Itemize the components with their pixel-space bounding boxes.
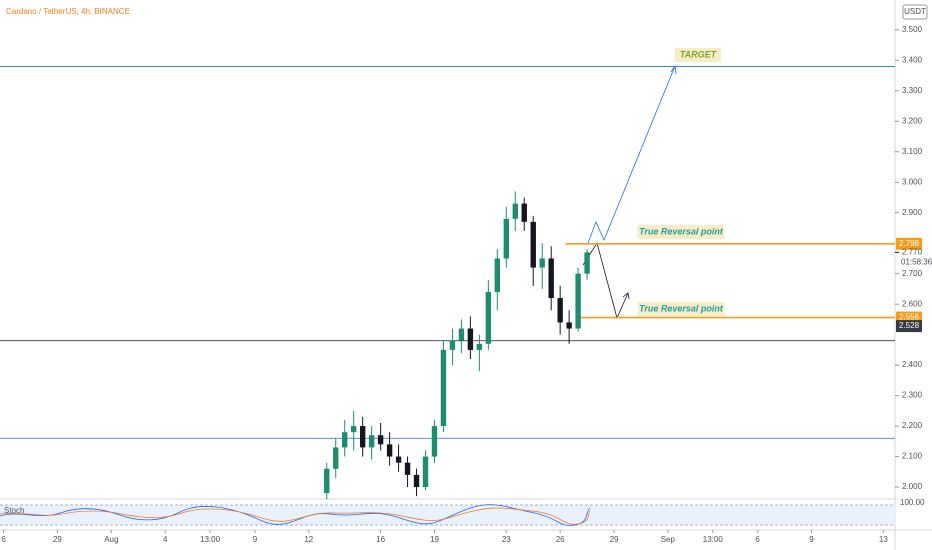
countdown: 01:58:36 — [901, 257, 932, 266]
price-label-box — [896, 320, 922, 333]
x-tick-label: 23 — [502, 535, 511, 544]
annotation: True Reversal point — [639, 303, 724, 313]
x-tick-label: 19 — [430, 535, 439, 544]
currency: USDT — [904, 7, 926, 16]
y-tick-label: 3.100 — [902, 147, 923, 156]
candle-body — [440, 349, 447, 427]
candle-body — [494, 258, 501, 292]
x-tick-label: 6 — [1, 535, 6, 544]
last-price: 2.770 — [902, 247, 923, 256]
oscillator-band — [0, 505, 895, 525]
candle-body — [368, 435, 375, 448]
x-tick-label: 12 — [304, 535, 313, 544]
candle-body — [512, 203, 518, 219]
price-label: 2.798 — [899, 239, 920, 248]
projection-path — [582, 242, 629, 320]
annotation: True Reversal point — [639, 226, 724, 236]
annotation: TARGET — [680, 49, 718, 59]
x-tick-label: 29 — [53, 535, 62, 544]
candle-body — [359, 426, 366, 448]
candle-body — [413, 474, 420, 488]
x-tick-label: Sep — [661, 535, 676, 544]
candle-body — [404, 462, 411, 475]
stoch-d — [0, 507, 591, 525]
price-label: 2.528 — [899, 321, 920, 330]
x-tick-label: 13 — [879, 535, 888, 544]
chart-title: Cardano / TetherUS, 4h, BINANCE — [6, 7, 130, 16]
x-tick-label: 9 — [809, 535, 814, 544]
candle-body — [395, 456, 402, 463]
x-tick-label: 13:00 — [200, 535, 221, 544]
price-label-box — [896, 237, 922, 250]
candle-body — [485, 291, 492, 344]
arrow-head — [622, 292, 630, 300]
x-tick-label: Aug — [104, 535, 118, 544]
candle-body — [342, 432, 348, 448]
x-tick-label: 4 — [163, 535, 168, 544]
price-label: 2.556 — [899, 313, 920, 322]
y-tick-label: 2.100 — [902, 452, 923, 461]
candle-body — [539, 258, 545, 268]
y-tick-label: 2.000 — [902, 482, 923, 491]
candle-body — [566, 322, 572, 329]
candle-body — [377, 435, 384, 445]
candle-body — [350, 426, 357, 433]
candle-body — [521, 203, 527, 222]
y-tick-label: 3.000 — [902, 177, 923, 186]
candle-body — [449, 340, 456, 350]
x-tick-label: 26 — [556, 535, 565, 544]
y-tick-label: 3.500 — [902, 25, 923, 34]
candle-body — [386, 444, 393, 457]
candle-body — [422, 456, 429, 488]
candle-body — [503, 218, 509, 259]
annotation-bg — [637, 225, 725, 239]
y-tick-label: 2.700 — [902, 269, 923, 278]
candle-body — [324, 468, 330, 494]
annotation-bg — [675, 48, 721, 62]
y-tick-label: 2.300 — [902, 391, 923, 400]
candle-body — [431, 426, 438, 457]
currency-box — [902, 4, 928, 20]
y-tick-label: 2.600 — [902, 299, 923, 308]
candle-body — [575, 273, 581, 329]
candle-body — [458, 328, 465, 341]
x-tick-label: 6 — [755, 535, 760, 544]
candle-body — [333, 447, 339, 469]
candle-body — [467, 328, 474, 350]
x-tick-label: 9 — [253, 535, 258, 544]
annotation-bg — [637, 302, 725, 316]
oscillator-label: Stoch — [4, 506, 24, 515]
x-tick-label: 16 — [376, 535, 385, 544]
y-tick-label: 2.400 — [902, 360, 923, 369]
candle-body — [584, 252, 590, 274]
candle-body — [557, 298, 563, 323]
y-tick-label: 3.400 — [902, 55, 923, 64]
y-tick-label: 3.200 — [902, 116, 923, 125]
x-tick-label: 13:00 — [703, 535, 724, 544]
oscillator-top: 100.00 — [900, 498, 925, 507]
candle-body — [548, 258, 554, 299]
x-tick-label: 29 — [610, 535, 619, 544]
y-tick-label: 2.900 — [902, 208, 923, 217]
arrow-head — [670, 64, 677, 75]
candle-body — [530, 221, 536, 268]
y-tick-label: 2.200 — [902, 421, 923, 430]
y-tick-label: 3.300 — [902, 86, 923, 95]
projection-path — [587, 65, 676, 244]
stoch-k — [0, 504, 591, 526]
candle-body — [476, 343, 483, 350]
